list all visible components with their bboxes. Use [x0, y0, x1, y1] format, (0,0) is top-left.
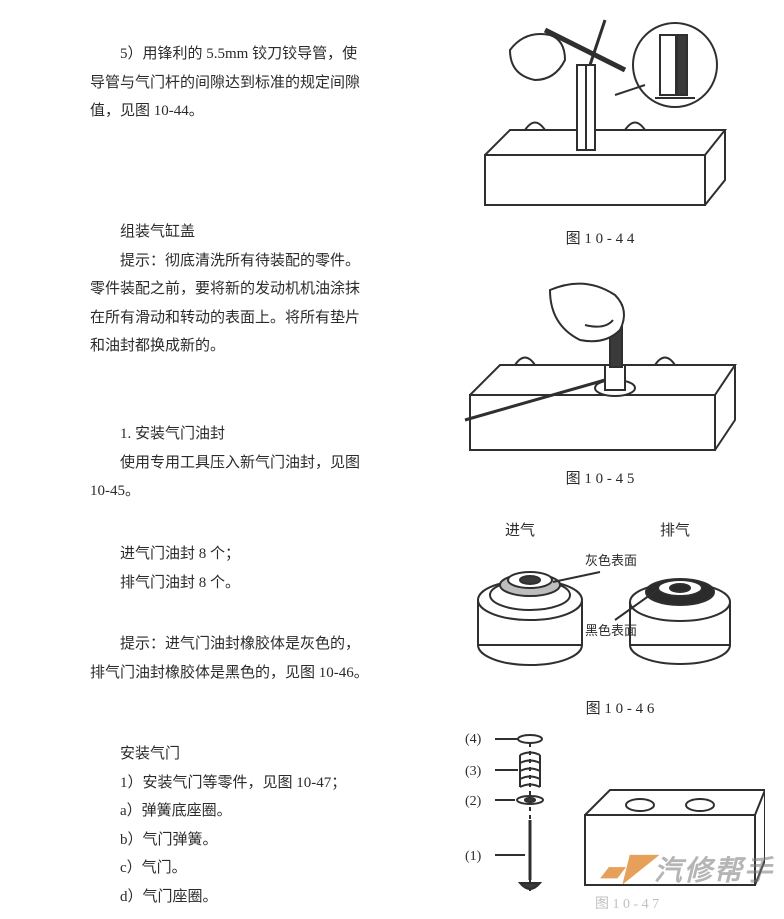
line: 零件装配之前，要将新的发动机机油涂抹 — [90, 275, 420, 304]
label-n4: (4) — [465, 732, 482, 747]
watermark: ▰◤汽修帮手 — [600, 844, 774, 897]
line: 进气门油封 8 个； — [90, 540, 420, 569]
line: 5）用锋利的 5.5mm 铰刀铰导管，使 — [90, 40, 420, 69]
line: 和油封都换成新的。 — [90, 332, 420, 361]
heading: 安装气门 — [90, 740, 420, 769]
figure-10-46: 进气 排气 灰色表面 黑色表面 — [445, 510, 755, 690]
line: 导管与气门杆的间隙达到标准的规定间隙 — [90, 69, 420, 98]
line: b）气门弹簧。 — [90, 826, 420, 855]
label-intake: 进气 — [505, 522, 535, 539]
line: 使用专用工具压入新气门油封，见图 — [90, 449, 420, 478]
section-install-valve: 安装气门 1）安装气门等零件，见图 10-47； a）弹簧底座圈。 b）气门弹簧… — [90, 740, 420, 911]
line: 排气门油封橡胶体是黑色的，见图 10-46。 — [90, 659, 420, 688]
line: 值，见图 10-44。 — [90, 97, 420, 126]
label-exhaust: 排气 — [660, 522, 690, 539]
line: c）气门。 — [90, 854, 420, 883]
figure-10-44-caption: 图 1 0 - 4 4 — [540, 225, 660, 254]
line: 1）安装气门等零件，见图 10-47； — [90, 769, 420, 798]
figure-10-45 — [455, 270, 745, 460]
paragraph-step5: 5）用锋利的 5.5mm 铰刀铰导管，使 导管与气门杆的间隙达到标准的规定间隙 … — [90, 40, 420, 126]
figure-10-46-caption: 图 1 0 - 4 6 — [560, 695, 680, 724]
line: 在所有滑动和转动的表面上。将所有垫片 — [90, 304, 420, 333]
heading: 1. 安装气门油封 — [90, 420, 420, 449]
watermark-icon: ▰◤ — [600, 855, 654, 886]
line: 排气门油封 8 个。 — [90, 569, 420, 598]
section-assemble-head: 组装气缸盖 提示：彻底清洗所有待装配的零件。 零件装配之前，要将新的发动机机油涂… — [90, 218, 420, 361]
label-gray: 灰色表面 — [585, 553, 637, 568]
figure-10-45-caption: 图 1 0 - 4 5 — [540, 465, 660, 494]
watermark-text: 汽修帮手 — [654, 855, 774, 886]
seal-counts: 进气门油封 8 个； 排气门油封 8 个。 — [90, 540, 420, 597]
seal-color-tip: 提示：进气门油封橡胶体是灰色的， 排气门油封橡胶体是黑色的，见图 10-46。 — [90, 630, 420, 687]
line: a）弹簧底座圈。 — [90, 797, 420, 826]
section-install-seal: 1. 安装气门油封 使用专用工具压入新气门油封，见图 10-45。 — [90, 420, 420, 506]
line: 10-45。 — [90, 477, 420, 506]
label-n1: (1) — [465, 849, 482, 864]
line: 提示：进气门油封橡胶体是灰色的， — [90, 630, 420, 659]
line: 提示：彻底清洗所有待装配的零件。 — [90, 247, 420, 276]
label-black: 黑色表面 — [585, 623, 637, 638]
label-n2: (2) — [465, 794, 482, 809]
label-n3: (3) — [465, 764, 482, 779]
heading: 组装气缸盖 — [90, 218, 420, 247]
figure-10-44 — [455, 10, 745, 220]
